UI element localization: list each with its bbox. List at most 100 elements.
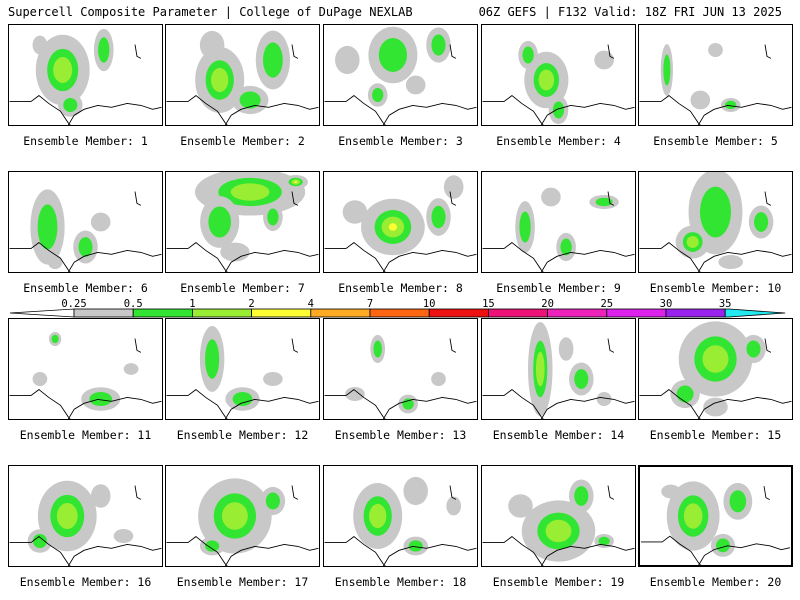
coastline — [697, 249, 792, 272]
lake-outline — [764, 191, 772, 206]
lake-outline — [607, 44, 615, 59]
scp-contour — [403, 476, 428, 506]
scp-map-3 — [324, 26, 477, 125]
ensemble-member-map-5 — [638, 24, 793, 126]
ensemble-member-map-6 — [8, 171, 163, 273]
coastline — [67, 396, 162, 419]
coastline — [382, 102, 477, 125]
ensemble-member-label: Ensemble Member: 5 — [653, 134, 778, 148]
colorbar-tick-label: 0.5 — [123, 298, 143, 310]
scp-contour — [263, 42, 283, 78]
colorbar-tick-label: 7 — [366, 298, 374, 310]
scp-contour — [205, 339, 220, 379]
scp-contour — [718, 254, 743, 270]
colorbar-segment — [547, 308, 608, 318]
lake-outline — [134, 44, 142, 59]
lake-outline — [607, 485, 615, 500]
scp-contour — [686, 235, 699, 249]
border-line — [482, 95, 544, 125]
border-line — [639, 242, 701, 272]
scp-contour — [690, 90, 711, 110]
scp-map-7 — [166, 172, 319, 272]
scp-contour — [703, 397, 728, 417]
lake-outline — [607, 191, 615, 206]
scp-contour — [663, 54, 671, 86]
scp-contour — [552, 101, 565, 119]
scp-contour — [32, 371, 48, 387]
scp-map-20 — [641, 481, 791, 565]
colorbar-high-arrow — [724, 308, 786, 318]
scp-contour — [560, 238, 572, 256]
ensemble-member-label: Ensemble Member: 14 — [492, 428, 625, 442]
scp-contour — [388, 223, 397, 231]
model-run-info: 06Z GEFS | F132 Valid: 18Z FRI JUN 13 20… — [478, 5, 782, 19]
ensemble-member-map-16 — [8, 465, 163, 567]
scp-contour — [535, 351, 545, 387]
scp-contour — [683, 503, 703, 529]
scp-contour — [443, 175, 464, 199]
scp-contour — [661, 484, 681, 499]
coastline — [697, 396, 792, 419]
scp-contour — [113, 528, 134, 544]
scp-contour — [405, 75, 426, 95]
lake-outline — [134, 485, 142, 500]
ensemble-member-map-12 — [165, 318, 320, 420]
scp-contour — [369, 503, 387, 529]
scp-contour — [32, 35, 48, 55]
coastline — [698, 543, 791, 565]
scp-contour — [208, 206, 231, 238]
scp-contour — [89, 391, 112, 407]
scp-map-6 — [9, 189, 162, 272]
colorbar-segment — [132, 308, 193, 318]
border-line — [166, 95, 228, 125]
colorbar-tick-label: 2 — [248, 298, 255, 310]
scp-map-18 — [324, 476, 477, 566]
border-line — [324, 389, 386, 419]
scp-contour — [123, 363, 139, 375]
ensemble-member-label: Ensemble Member: 6 — [23, 281, 148, 295]
lake-outline — [764, 44, 772, 59]
scp-contour — [221, 502, 248, 530]
scp-map-2 — [166, 30, 319, 125]
scp-contour — [746, 340, 761, 358]
scp-contour — [545, 519, 572, 543]
colorbar-segment — [487, 308, 548, 318]
ensemble-member-map-1 — [8, 24, 163, 126]
ensemble-member-map-14 — [481, 318, 636, 420]
ensemble-member-label: Ensemble Member: 16 — [19, 575, 152, 589]
coastline — [224, 543, 319, 566]
border-line — [641, 535, 701, 565]
scp-contour — [431, 34, 446, 56]
border-line — [324, 536, 386, 566]
colorbar-tick-label: 1 — [189, 298, 196, 310]
scp-contour — [596, 391, 612, 407]
lake-outline — [134, 338, 142, 353]
scp-contour — [98, 37, 110, 63]
color-scale-bar — [9, 308, 786, 318]
lake-outline — [291, 44, 299, 59]
lake-outline — [291, 191, 299, 206]
scp-map-13 — [324, 334, 477, 419]
colorbar-tick-label: 15 — [482, 298, 495, 310]
ensemble-member-map-11 — [8, 318, 163, 420]
ensemble-member-map-8 — [323, 171, 478, 273]
border-line — [482, 536, 544, 566]
ensemble-member-label: Ensemble Member: 4 — [496, 134, 621, 148]
scp-contour — [78, 237, 93, 257]
lake-outline — [763, 486, 770, 501]
ensemble-member-label: Ensemble Member: 20 — [649, 575, 782, 589]
scp-contour — [574, 486, 589, 506]
scp-contour — [408, 540, 423, 552]
colorbar-segment — [665, 308, 726, 318]
scp-contour — [519, 211, 531, 243]
lake-outline — [607, 338, 615, 353]
coastline — [382, 396, 477, 419]
lake-outline — [291, 485, 299, 500]
colorbar-segment — [606, 308, 667, 318]
border-line — [9, 95, 71, 125]
coastline — [224, 249, 319, 272]
lake-outline — [449, 485, 457, 500]
coastline — [540, 102, 635, 125]
ensemble-member-map-2 — [165, 24, 320, 126]
colorbar-tick-label: 4 — [307, 298, 314, 310]
